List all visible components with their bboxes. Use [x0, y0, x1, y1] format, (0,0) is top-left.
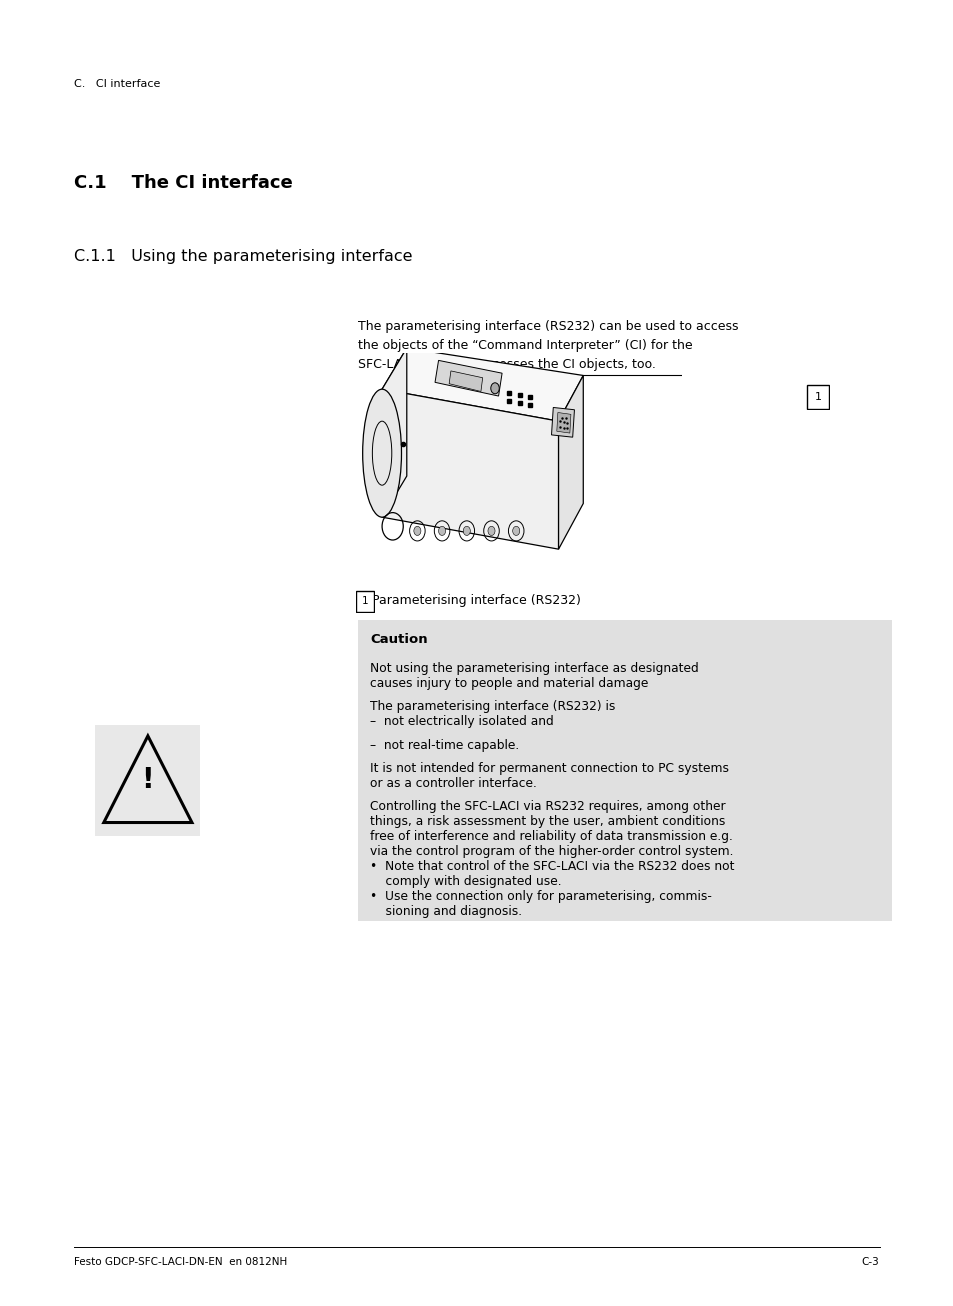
Text: C-3: C-3 — [861, 1256, 879, 1267]
Polygon shape — [381, 347, 582, 421]
FancyBboxPatch shape — [806, 385, 828, 409]
Text: C.1    The CI interface: C.1 The CI interface — [74, 174, 293, 192]
Circle shape — [414, 526, 420, 535]
Text: –  not electrically isolated and: – not electrically isolated and — [370, 716, 554, 729]
Text: causes injury to people and material damage: causes injury to people and material dam… — [370, 677, 648, 690]
Polygon shape — [449, 371, 482, 392]
Text: or as a controller interface.: or as a controller interface. — [370, 777, 537, 790]
Text: !: ! — [141, 767, 154, 794]
FancyBboxPatch shape — [356, 592, 374, 611]
Text: Caution: Caution — [370, 633, 427, 646]
Circle shape — [512, 526, 519, 535]
Polygon shape — [551, 407, 574, 438]
Text: Festo GDCP-SFC-LACI-DN-EN  en 0812NH: Festo GDCP-SFC-LACI-DN-EN en 0812NH — [74, 1256, 288, 1267]
Text: 1: 1 — [362, 597, 368, 606]
Text: Not using the parameterising interface as designated: Not using the parameterising interface a… — [370, 662, 699, 675]
Text: things, a risk assessment by the user, ambient conditions: things, a risk assessment by the user, a… — [370, 815, 725, 828]
FancyBboxPatch shape — [95, 725, 200, 836]
Circle shape — [487, 526, 495, 535]
Circle shape — [490, 383, 498, 393]
Text: comply with designated use.: comply with designated use. — [370, 875, 561, 888]
Text: C.1.1   Using the parameterising interface: C.1.1 Using the parameterising interface — [74, 249, 413, 264]
Text: It is not intended for permanent connection to PC systems: It is not intended for permanent connect… — [370, 761, 728, 774]
Text: C.   CI interface: C. CI interface — [74, 78, 161, 89]
Polygon shape — [435, 360, 501, 396]
Text: •  Use the connection only for parameterising, commis-: • Use the connection only for parameteri… — [370, 891, 711, 904]
Text: The parameterising interface (RS232) is: The parameterising interface (RS232) is — [370, 700, 615, 713]
Circle shape — [463, 526, 470, 535]
Text: •  Note that control of the SFC-LACI via the RS232 does not: • Note that control of the SFC-LACI via … — [370, 861, 734, 874]
Polygon shape — [558, 376, 582, 549]
Polygon shape — [557, 413, 570, 434]
Text: 1: 1 — [814, 392, 821, 402]
Circle shape — [438, 526, 445, 535]
Ellipse shape — [362, 389, 401, 517]
Text: –  not real-time capable.: – not real-time capable. — [370, 739, 518, 752]
Text: Controlling the SFC-LACI via RS232 requires, among other: Controlling the SFC-LACI via RS232 requi… — [370, 801, 725, 814]
Text: free of interference and reliability of data transmission e.g.: free of interference and reliability of … — [370, 831, 732, 844]
Text: The parameterising interface (RS232) can be used to access
the objects of the “C: The parameterising interface (RS232) can… — [357, 320, 738, 371]
Text: via the control program of the higher-order control system.: via the control program of the higher-or… — [370, 845, 733, 858]
Polygon shape — [381, 347, 406, 517]
Text: sioning and diagnosis.: sioning and diagnosis. — [370, 905, 521, 918]
Text: Parameterising interface (RS232): Parameterising interface (RS232) — [372, 594, 580, 607]
Polygon shape — [381, 389, 558, 549]
FancyBboxPatch shape — [357, 620, 891, 921]
